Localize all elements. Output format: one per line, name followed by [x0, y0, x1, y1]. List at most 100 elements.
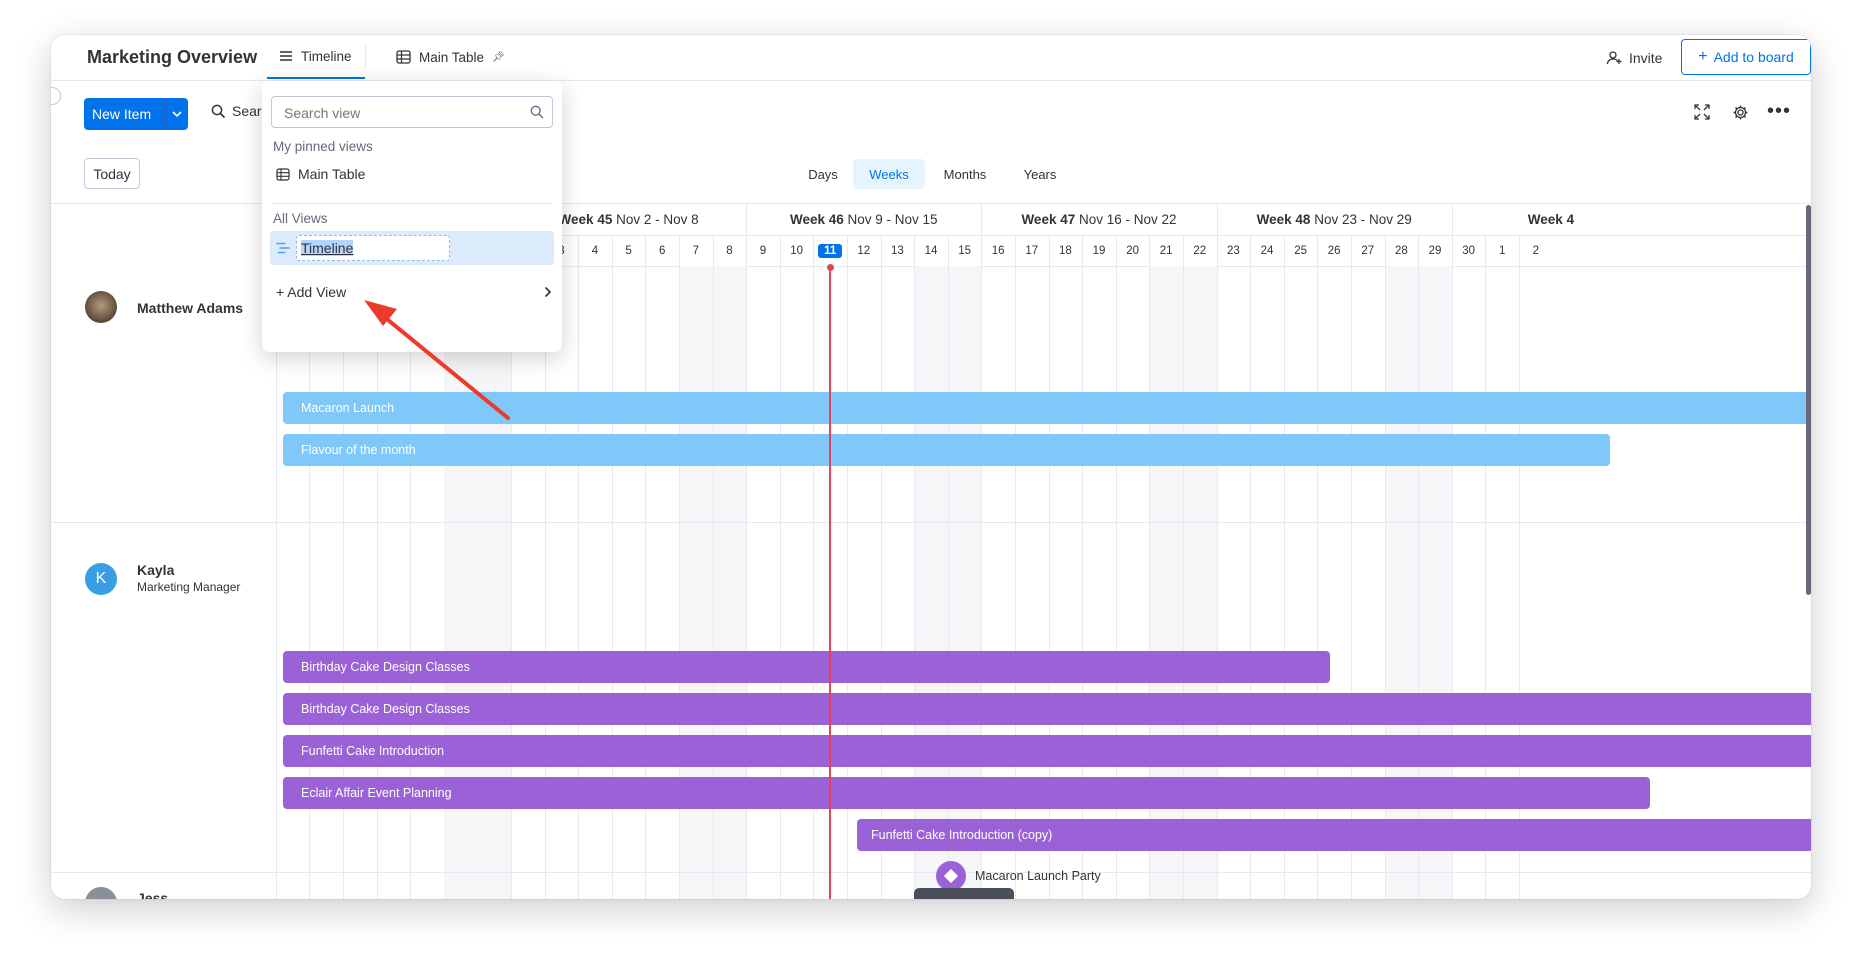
timeline-bar[interactable]: Funfetti Cake Introduction [283, 735, 1811, 767]
bar-label: Eclair Affair Event Planning [301, 786, 452, 800]
scale-days[interactable]: Days [793, 159, 853, 189]
day-number: 4 [591, 244, 599, 257]
week-header-row: Week 45 Nov 2 - Nov 8 Week 46 Nov 9 - Nov… [281, 204, 1811, 236]
grid-line [309, 266, 311, 899]
add-view-button[interactable]: + Add View [276, 277, 552, 307]
pinned-item-main-table[interactable]: Main Table [270, 159, 554, 189]
day-label: 18 [1049, 235, 1083, 266]
week-header: Week 47 Nov 16 - Nov 22 [981, 204, 1216, 234]
grid-line [611, 266, 613, 899]
timeline-bar[interactable]: Flavour of the month [283, 434, 1610, 466]
bar-label: Birthday Cake Design Classes [301, 660, 470, 674]
horizontal-scrollbar[interactable] [914, 888, 1014, 899]
milestone-marker[interactable] [936, 861, 966, 891]
avatar: K [85, 563, 117, 595]
scale-weeks-label: Weeks [869, 166, 909, 182]
grid-line [1183, 235, 1184, 266]
grid-line [1115, 266, 1117, 899]
day-number: 13 [890, 244, 904, 257]
grid-line [1216, 235, 1218, 266]
scale-years[interactable]: Years [1005, 159, 1075, 189]
week-header: Week 48 Nov 23 - Nov 29 [1217, 204, 1452, 234]
milestone-label: Macaron Launch Party [975, 869, 1101, 883]
avatar [85, 887, 117, 899]
timeline-bar[interactable]: Funfetti Cake Introduction (copy) [857, 819, 1811, 851]
all-views-label: All Views [273, 211, 328, 226]
day-label: 15 [948, 235, 982, 266]
week-range: Nov 9 - Nov 15 [843, 211, 938, 227]
day-number: 29 [1428, 244, 1442, 257]
week-range: Nov 16 - Nov 22 [1075, 211, 1177, 227]
timeline-bar[interactable]: Birthday Cake Design Classes [283, 693, 1811, 725]
grid-line [611, 235, 613, 266]
day-number: 19 [1092, 244, 1106, 257]
grid-line [1283, 266, 1285, 899]
timeline-area: Week 45 Nov 2 - Nov 8 Week 46 Nov 9 - Nov… [51, 203, 1811, 899]
today-label: Today [93, 165, 131, 182]
grid-line [1149, 266, 1151, 899]
day-label: 14 [914, 235, 948, 266]
scale-years-label: Years [1023, 166, 1057, 182]
fullscreen-icon[interactable] [1694, 104, 1710, 125]
grid-line [1351, 266, 1352, 899]
view-item-timeline-editing[interactable]: Timeline [270, 231, 554, 265]
grid-line [1082, 235, 1084, 266]
day-number: 7 [692, 244, 699, 257]
today-button[interactable]: Today [84, 158, 140, 189]
grid-line [343, 266, 344, 899]
invite-button[interactable]: Invite [1606, 45, 1662, 71]
grid-line [1115, 235, 1117, 266]
grid-line [1082, 266, 1084, 899]
scale-selector: Days Weeks Months Years [793, 159, 1075, 189]
day-header-row: 2345678910111213141516171819202122232425… [281, 235, 1811, 267]
chevron-right-icon [544, 286, 552, 298]
timeline-bar[interactable]: Birthday Cake Design Classes [283, 651, 1330, 683]
grid-line [1250, 266, 1252, 899]
list-icon [279, 50, 293, 62]
bar-label: Flavour of the month [301, 443, 416, 457]
avatar [85, 291, 117, 323]
day-number: 28 [1394, 244, 1408, 257]
grid-line [1048, 235, 1050, 266]
more-icon[interactable]: ••• [1767, 100, 1792, 122]
day-number: 9 [759, 244, 767, 257]
new-item-button[interactable]: New Item [84, 98, 188, 130]
search-button[interactable]: Sear [211, 103, 262, 119]
chevron-down-icon[interactable] [165, 110, 188, 118]
search-label: Sear [232, 103, 262, 119]
day-label: 16 [981, 235, 1015, 266]
day-label: 1 [1485, 235, 1519, 266]
vertical-scrollbar[interactable] [1806, 205, 1811, 595]
week-separator [981, 204, 983, 235]
tab-main-table[interactable]: Main Table 📌︎ [396, 35, 505, 79]
scale-weeks[interactable]: Weeks [853, 159, 925, 189]
day-number: 5 [625, 244, 632, 257]
scale-months[interactable]: Months [925, 159, 1005, 189]
week-range: Nov 2 - Nov 8 [612, 211, 699, 227]
grid-line [679, 235, 680, 266]
grid-line [645, 266, 647, 899]
grid-line [746, 235, 748, 266]
grid-line [847, 266, 848, 899]
grid-line [981, 266, 983, 899]
table-icon [276, 167, 290, 181]
day-label: 11 [813, 235, 847, 266]
grid-line [880, 235, 882, 266]
tab-timeline[interactable]: Timeline [267, 35, 365, 79]
gear-icon[interactable] [1732, 104, 1749, 126]
grid-line [1418, 235, 1420, 266]
grid-line [645, 235, 647, 266]
search-view-input[interactable] [282, 103, 516, 123]
add-to-board-button[interactable]: + Add to board [1681, 39, 1811, 75]
day-number: 24 [1260, 244, 1274, 257]
rename-view-input[interactable]: Timeline [296, 235, 450, 261]
timeline-bar[interactable]: Eclair Affair Event Planning [283, 777, 1650, 809]
timeline-bar[interactable]: Macaron Launch [283, 392, 1811, 424]
day-label: 9 [746, 235, 780, 266]
scale-months-label: Months [943, 166, 987, 182]
grid-line [275, 266, 277, 899]
search-icon [211, 104, 226, 119]
search-view-field[interactable] [271, 96, 553, 128]
day-label: 2 [1519, 235, 1553, 266]
day-number: 27 [1361, 244, 1375, 257]
